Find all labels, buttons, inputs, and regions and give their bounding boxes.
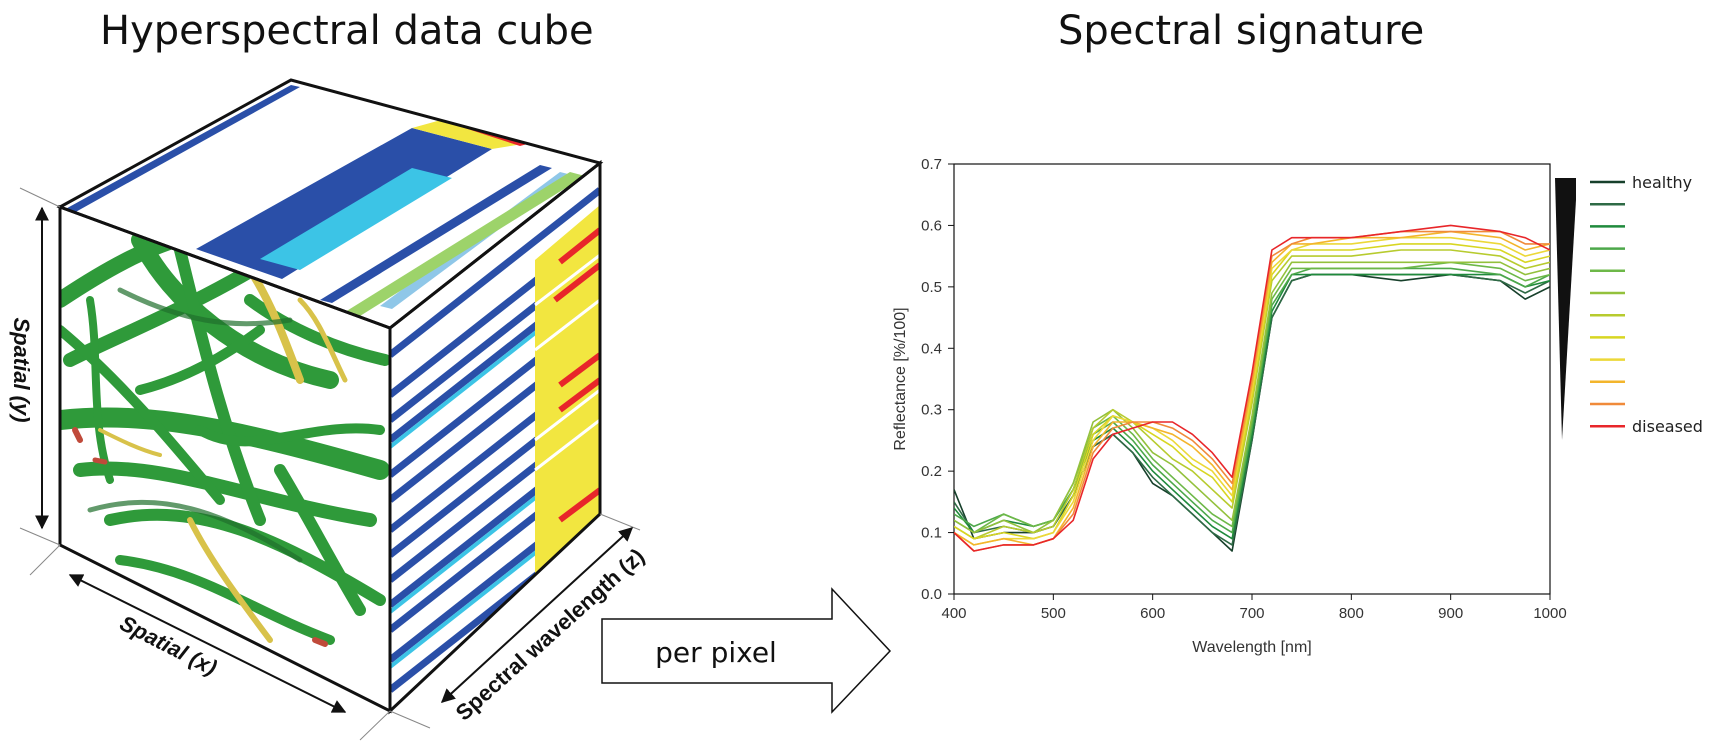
y-tick-label: 0.4 — [921, 340, 942, 357]
y-tick-label: 0.7 — [921, 156, 942, 173]
x-tick-label: 400 — [941, 605, 966, 622]
top-band-thin-blue — [60, 85, 300, 214]
axis-x-arrow — [68, 574, 347, 713]
top-band-green-strip — [345, 172, 585, 316]
legend-label-1: healthy — [1632, 173, 1692, 192]
axis-y-label: Spatial (y) — [9, 317, 34, 422]
x-tick-label: 900 — [1438, 605, 1463, 622]
y-tick-label: 0.6 — [921, 217, 942, 234]
y-tick-label: 0.5 — [921, 279, 942, 296]
top-band-blue-strip — [320, 165, 552, 303]
x-tick-label: 1000 — [1533, 605, 1566, 622]
side-red-bands — [553, 227, 600, 523]
side-warm-region — [535, 205, 600, 575]
series-line-7 — [954, 249, 1550, 540]
axis-x-label: Spatial (x) — [116, 610, 221, 680]
signature-title: Spectral signature — [1058, 8, 1425, 54]
arrow-label: per pixel — [655, 636, 777, 669]
gradient-wedge — [1555, 178, 1576, 440]
y-tick-label: 0.3 — [921, 402, 942, 419]
x-tick-label: 500 — [1041, 605, 1066, 622]
top-band-cyan — [260, 168, 452, 270]
leaf-dark-strands — [87, 287, 303, 563]
series-line-12 — [954, 224, 1550, 552]
y-tick-label: 0.2 — [921, 463, 942, 480]
series-line-5 — [954, 261, 1550, 534]
x-tick-label: 600 — [1140, 605, 1165, 622]
y-axis-label: Reflectance [%/100] — [892, 307, 909, 450]
side-white-gaps — [534, 253, 600, 472]
spectral-chart: 400 500 600 700 800 900 1000 0.0 0.1 0.2 0.3 0.4 0.5… — [892, 156, 1703, 656]
x-tick-label: 700 — [1239, 605, 1264, 622]
series-line-9 — [954, 236, 1550, 546]
per-pixel-arrow: per pixel — [601, 587, 892, 714]
x-axis-label: Wavelength [nm] — [1192, 639, 1311, 656]
axis-z-arrow — [440, 527, 634, 703]
series-line-6 — [954, 261, 1550, 534]
x-tick-label: 800 — [1339, 605, 1364, 622]
cube-title: Hyperspectral data cube — [100, 8, 594, 54]
cube-extension-lines — [19, 187, 641, 741]
y-tick-label: 0.0 — [921, 586, 942, 603]
y-tick-label: 0.1 — [921, 525, 942, 542]
top-band-blue-block — [196, 128, 492, 279]
legend-label-12: diseased — [1632, 417, 1703, 436]
